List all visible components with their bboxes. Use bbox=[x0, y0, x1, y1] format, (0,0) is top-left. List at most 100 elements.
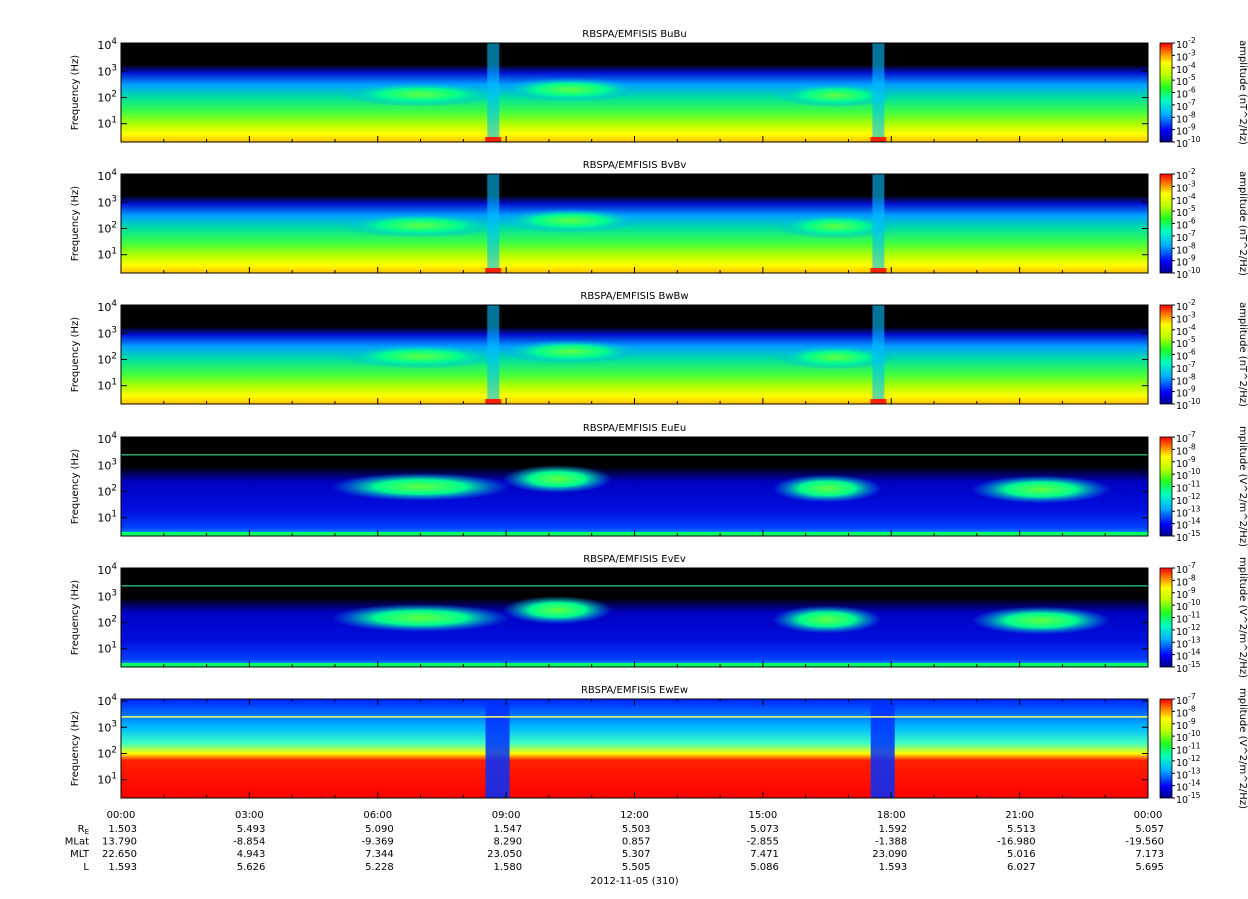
ephemeris-value: 7.471 bbox=[750, 849, 779, 860]
hiss-region bbox=[340, 344, 501, 369]
perigee-hot bbox=[485, 137, 502, 142]
spectrogram-image bbox=[121, 699, 1148, 798]
panel-title: RBSPA/EMFISIS BwBw bbox=[580, 291, 688, 302]
ephemeris-value: -1.388 bbox=[875, 837, 907, 848]
spectrum-band bbox=[121, 699, 1148, 798]
y-tick-label: 101 bbox=[97, 510, 117, 525]
colorbar-tick-label: 10-3 bbox=[1176, 48, 1196, 63]
colorbar-tick-label: 10-6 bbox=[1176, 217, 1196, 232]
ephemeris-value: 5.626 bbox=[237, 862, 266, 873]
colorbar-tick-label: 10-11 bbox=[1176, 611, 1201, 626]
ephemeris-value: 1.593 bbox=[879, 862, 908, 873]
y-tick-label: 103 bbox=[97, 457, 117, 472]
hiss-region bbox=[772, 474, 883, 503]
hiss-region bbox=[330, 472, 511, 501]
spectrogram-image bbox=[121, 568, 1148, 667]
colorbar-tick-label: 10-8 bbox=[1176, 442, 1196, 457]
ephemeris-value: 1.593 bbox=[108, 862, 137, 873]
spectrogram-image bbox=[121, 437, 1148, 536]
perigee-band bbox=[870, 699, 895, 798]
colorbar-tick-label: 10-14 bbox=[1176, 648, 1201, 663]
perigee-band bbox=[487, 43, 500, 142]
ephemeris-label: MLat bbox=[65, 837, 89, 848]
ephemeris-value: 5.086 bbox=[750, 862, 779, 873]
y-axis-label: Frequency (Hz) bbox=[70, 186, 81, 262]
colorbar-tick-label: 10-11 bbox=[1176, 480, 1201, 495]
colorbar-tick-label: 10-12 bbox=[1176, 754, 1201, 769]
colorbar-tick-label: 10-8 bbox=[1176, 372, 1196, 387]
ephemeris-value: 5.016 bbox=[1007, 849, 1036, 860]
colorbar-tick-label: 10-10 bbox=[1176, 266, 1201, 281]
y-tick-label: 104 bbox=[97, 431, 117, 446]
y-axis-label: Frequency (Hz) bbox=[70, 449, 81, 525]
colorbar-tick-label: 10-9 bbox=[1176, 254, 1196, 269]
spectrogram-image bbox=[121, 174, 1148, 273]
ephemeris-value: -16.980 bbox=[997, 837, 1036, 848]
colorbar-tick-label: 10-4 bbox=[1176, 61, 1196, 76]
y-tick-label: 103 bbox=[97, 63, 117, 78]
ephemeris-value: -2.855 bbox=[747, 837, 779, 848]
perigee-band bbox=[485, 699, 510, 798]
colorbar-tick-label: 10-9 bbox=[1176, 123, 1196, 138]
perigee-band bbox=[872, 174, 885, 273]
colorbar-tick-label: 10-15 bbox=[1176, 791, 1201, 806]
perigee-band bbox=[872, 43, 885, 142]
ephemeris-value: 1.580 bbox=[493, 862, 522, 873]
x-tick-label: 18:00 bbox=[877, 810, 906, 821]
x-tick-label: 12:00 bbox=[620, 810, 649, 821]
y-tick-label: 103 bbox=[97, 325, 117, 340]
y-axis-label: Frequency (Hz) bbox=[70, 580, 81, 656]
colorbar-tick-label: 10-4 bbox=[1176, 192, 1196, 207]
ephemeris-value: 6.027 bbox=[1007, 862, 1036, 873]
ephemeris-value: 5.228 bbox=[365, 862, 394, 873]
panel-title: RBSPA/EMFISIS BvBv bbox=[583, 160, 687, 171]
colorbar bbox=[1159, 698, 1173, 799]
panel-title: RBSPA/EMFISIS EuEu bbox=[583, 423, 686, 434]
colorbar bbox=[1159, 173, 1173, 274]
panel-0: RBSPA/EMFISIS BuBu 104 103 102 101 Frequency … bbox=[70, 29, 1248, 150]
colorbar-tick-label: 10-7 bbox=[1176, 430, 1196, 445]
colorbar-tick-label: 10-14 bbox=[1176, 779, 1201, 794]
colorbar bbox=[1159, 42, 1173, 143]
y-axis-label: Frequency (Hz) bbox=[70, 711, 81, 787]
colorbar-label: mplitude (V^2/m^2/Hz) bbox=[1237, 557, 1248, 678]
colorbar-label: amplitude (nT^2/Hz) bbox=[1237, 171, 1248, 276]
ephemeris-value: 8.290 bbox=[493, 837, 522, 848]
colorbar-tick-label: 10-8 bbox=[1176, 241, 1196, 256]
colorbar-tick-label: 10-6 bbox=[1176, 348, 1196, 363]
panel-title: RBSPA/EMFISIS EwEw bbox=[581, 685, 688, 696]
colorbar bbox=[1159, 567, 1173, 668]
y-tick-label: 103 bbox=[97, 588, 117, 603]
y-tick-label: 102 bbox=[97, 220, 117, 235]
colorbar-tick-label: 10-13 bbox=[1176, 635, 1201, 650]
y-tick-label: 102 bbox=[97, 351, 117, 366]
colorbar-tick-label: 10-14 bbox=[1176, 517, 1201, 532]
x-tick-label: 09:00 bbox=[492, 810, 521, 821]
colorbar-tick-label: 10-9 bbox=[1176, 717, 1196, 732]
y-tick-label: 101 bbox=[97, 378, 117, 393]
ephemeris-value: -8.854 bbox=[233, 837, 265, 848]
colorbar-tick-label: 10-11 bbox=[1176, 742, 1201, 757]
colorbar-tick-label: 10-8 bbox=[1176, 573, 1196, 588]
colorbar bbox=[1159, 304, 1173, 405]
y-tick-label: 101 bbox=[97, 116, 117, 131]
colorbar-tick-label: 10-5 bbox=[1176, 73, 1196, 88]
hiss-region bbox=[340, 213, 501, 238]
hiss-region bbox=[502, 464, 613, 493]
x-tick-label: 03:00 bbox=[235, 810, 264, 821]
hiss-region bbox=[340, 82, 501, 107]
colorbar-tick-label: 10-5 bbox=[1176, 204, 1196, 219]
ephemeris-value: 23.050 bbox=[487, 849, 522, 860]
hiss-region bbox=[775, 345, 896, 370]
ephemeris-value: 7.344 bbox=[365, 849, 394, 860]
y-tick-label: 104 bbox=[97, 168, 117, 183]
colorbar-tick-label: 10-8 bbox=[1176, 704, 1196, 719]
colorbar-tick-label: 10-2 bbox=[1176, 298, 1196, 313]
colorbar-tick-label: 10-7 bbox=[1176, 692, 1196, 707]
x-tick-label: 06:00 bbox=[363, 810, 392, 821]
perigee-hot bbox=[870, 399, 887, 404]
ephemeris-value: 7.173 bbox=[1135, 849, 1164, 860]
ephemeris-value: 5.513 bbox=[1007, 824, 1036, 835]
x-tick-label: 21:00 bbox=[1005, 810, 1034, 821]
spectrogram-image bbox=[121, 43, 1148, 142]
